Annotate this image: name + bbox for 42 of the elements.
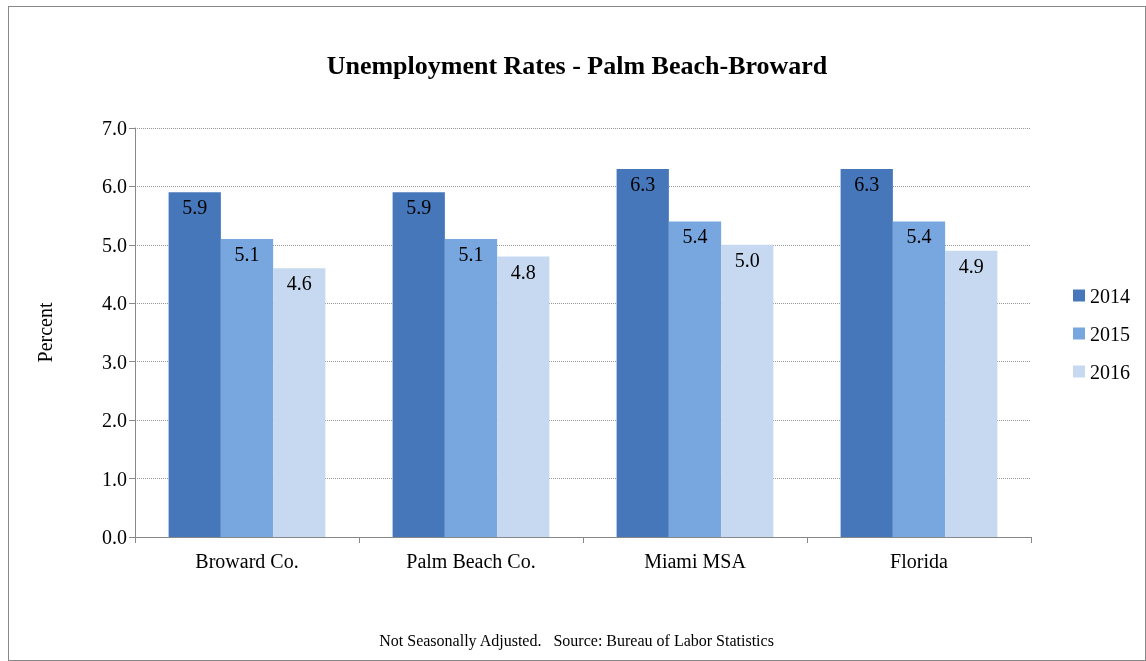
legend-label: 2015	[1090, 322, 1130, 345]
bar	[892, 221, 946, 537]
y-tick-label: 1.0	[102, 467, 127, 490]
y-tick-label: 6.0	[102, 175, 127, 198]
data-label: 5.4	[906, 225, 932, 248]
data-label: 5.4	[682, 225, 708, 248]
y-tick-label: 2.0	[102, 409, 127, 432]
data-label: 5.1	[234, 243, 260, 266]
bar	[444, 239, 498, 537]
bar	[392, 192, 445, 537]
y-tick-label: 5.0	[102, 233, 127, 256]
data-label: 5.9	[406, 196, 432, 219]
data-label: 6.3	[854, 172, 880, 195]
x-tick-label: Miami MSA	[644, 550, 747, 572]
bar	[273, 268, 326, 537]
data-label: 4.6	[286, 272, 312, 295]
bar	[168, 192, 221, 537]
bar	[721, 244, 774, 537]
x-tick-label: Palm Beach Co.	[406, 550, 536, 572]
y-tick-label: 3.0	[102, 350, 127, 373]
data-label: 5.0	[734, 248, 760, 271]
bar	[668, 221, 722, 537]
data-label: 4.8	[510, 260, 536, 283]
bar	[497, 256, 550, 537]
bar	[840, 168, 893, 537]
data-label: 4.9	[958, 254, 984, 277]
data-label: 6.3	[630, 172, 656, 195]
x-tick-label: Broward Co.	[195, 550, 299, 572]
y-tick-label: 7.0	[102, 117, 127, 139]
chart-title: Unemployment Rates - Palm Beach-Broward	[326, 50, 828, 80]
y-axis-title: Percent	[34, 302, 56, 363]
data-label: 5.1	[458, 243, 484, 266]
bar	[616, 168, 669, 537]
y-tick-label: 0.0	[102, 526, 127, 548]
x-tick-label: Florida	[890, 550, 949, 572]
legend-label: 2014	[1090, 284, 1130, 307]
bar	[220, 239, 274, 537]
text: Not Seasonally Adjusted. Source: Bureau of Labor Statistics	[379, 631, 774, 650]
data-label: 5.9	[182, 196, 208, 219]
y-tick-label: 4.0	[102, 292, 127, 315]
legend-label: 2016	[1090, 360, 1130, 383]
bar	[945, 250, 998, 537]
